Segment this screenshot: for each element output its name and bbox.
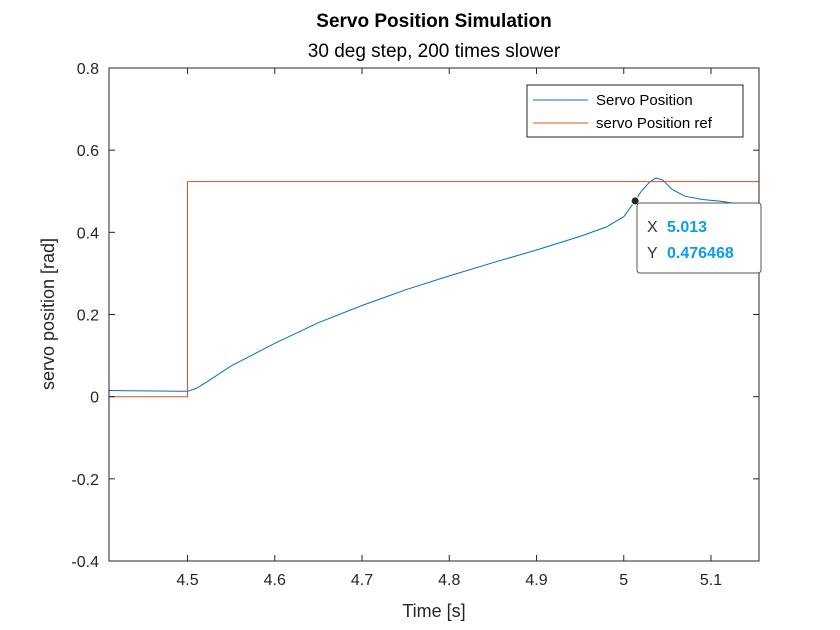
legend-label-servo-position-ref: servo Position ref [596,115,713,132]
y-tick-label: -0.4 [71,554,99,571]
legend-box [526,84,744,138]
x-tick-label: 5.1 [700,572,722,589]
x-tick-label: 4.9 [525,572,547,589]
chart-title: Servo Position Simulation [316,11,551,32]
x-tick-label: 4.7 [351,572,373,589]
datatip-x-key: X [647,219,658,236]
chart-subtitle: 30 deg step, 200 times slower [308,41,561,62]
x-tick-label: 4.5 [176,572,198,589]
series-line-servo-position [108,177,760,392]
datatip-y-key: Y [647,245,658,262]
datatip-box[interactable] [636,202,762,274]
legend-label-servo-position: Servo Position [596,92,693,109]
legend: Servo Position servo Position ref [526,84,744,138]
y-tick-label: 0.2 [77,308,99,325]
x-tick-label: 4.8 [438,572,460,589]
x-axis-label: Time [s] [402,601,465,621]
x-tick-label: 5 [619,572,628,589]
x-tick-label: 4.6 [264,572,286,589]
series-line-servo-position-ref [109,181,759,398]
y-tick-label: 0 [90,390,99,407]
y-tick-label: 0.4 [77,225,99,242]
y-tick-label: 0.8 [77,61,99,78]
series-layer [108,177,760,398]
y-axis-label: servo position [rad] [38,238,58,390]
datatip-y-value: 0.476468 [667,245,734,262]
plot-area [109,68,759,561]
datatip[interactable]: X 5.013 Y 0.476468 [630,196,762,274]
y-tick-label: 0.6 [77,143,99,160]
datatip-marker[interactable] [630,196,640,206]
datatip-x-value: 5.013 [667,219,707,236]
y-tick-label: -0.2 [71,472,99,489]
ticks-layer: 4.5 4.6 4.7 4.8 4.9 5 5.1 -0.4 -0.2 0 0.2 0.4 0.6 0.8 [71,61,759,589]
